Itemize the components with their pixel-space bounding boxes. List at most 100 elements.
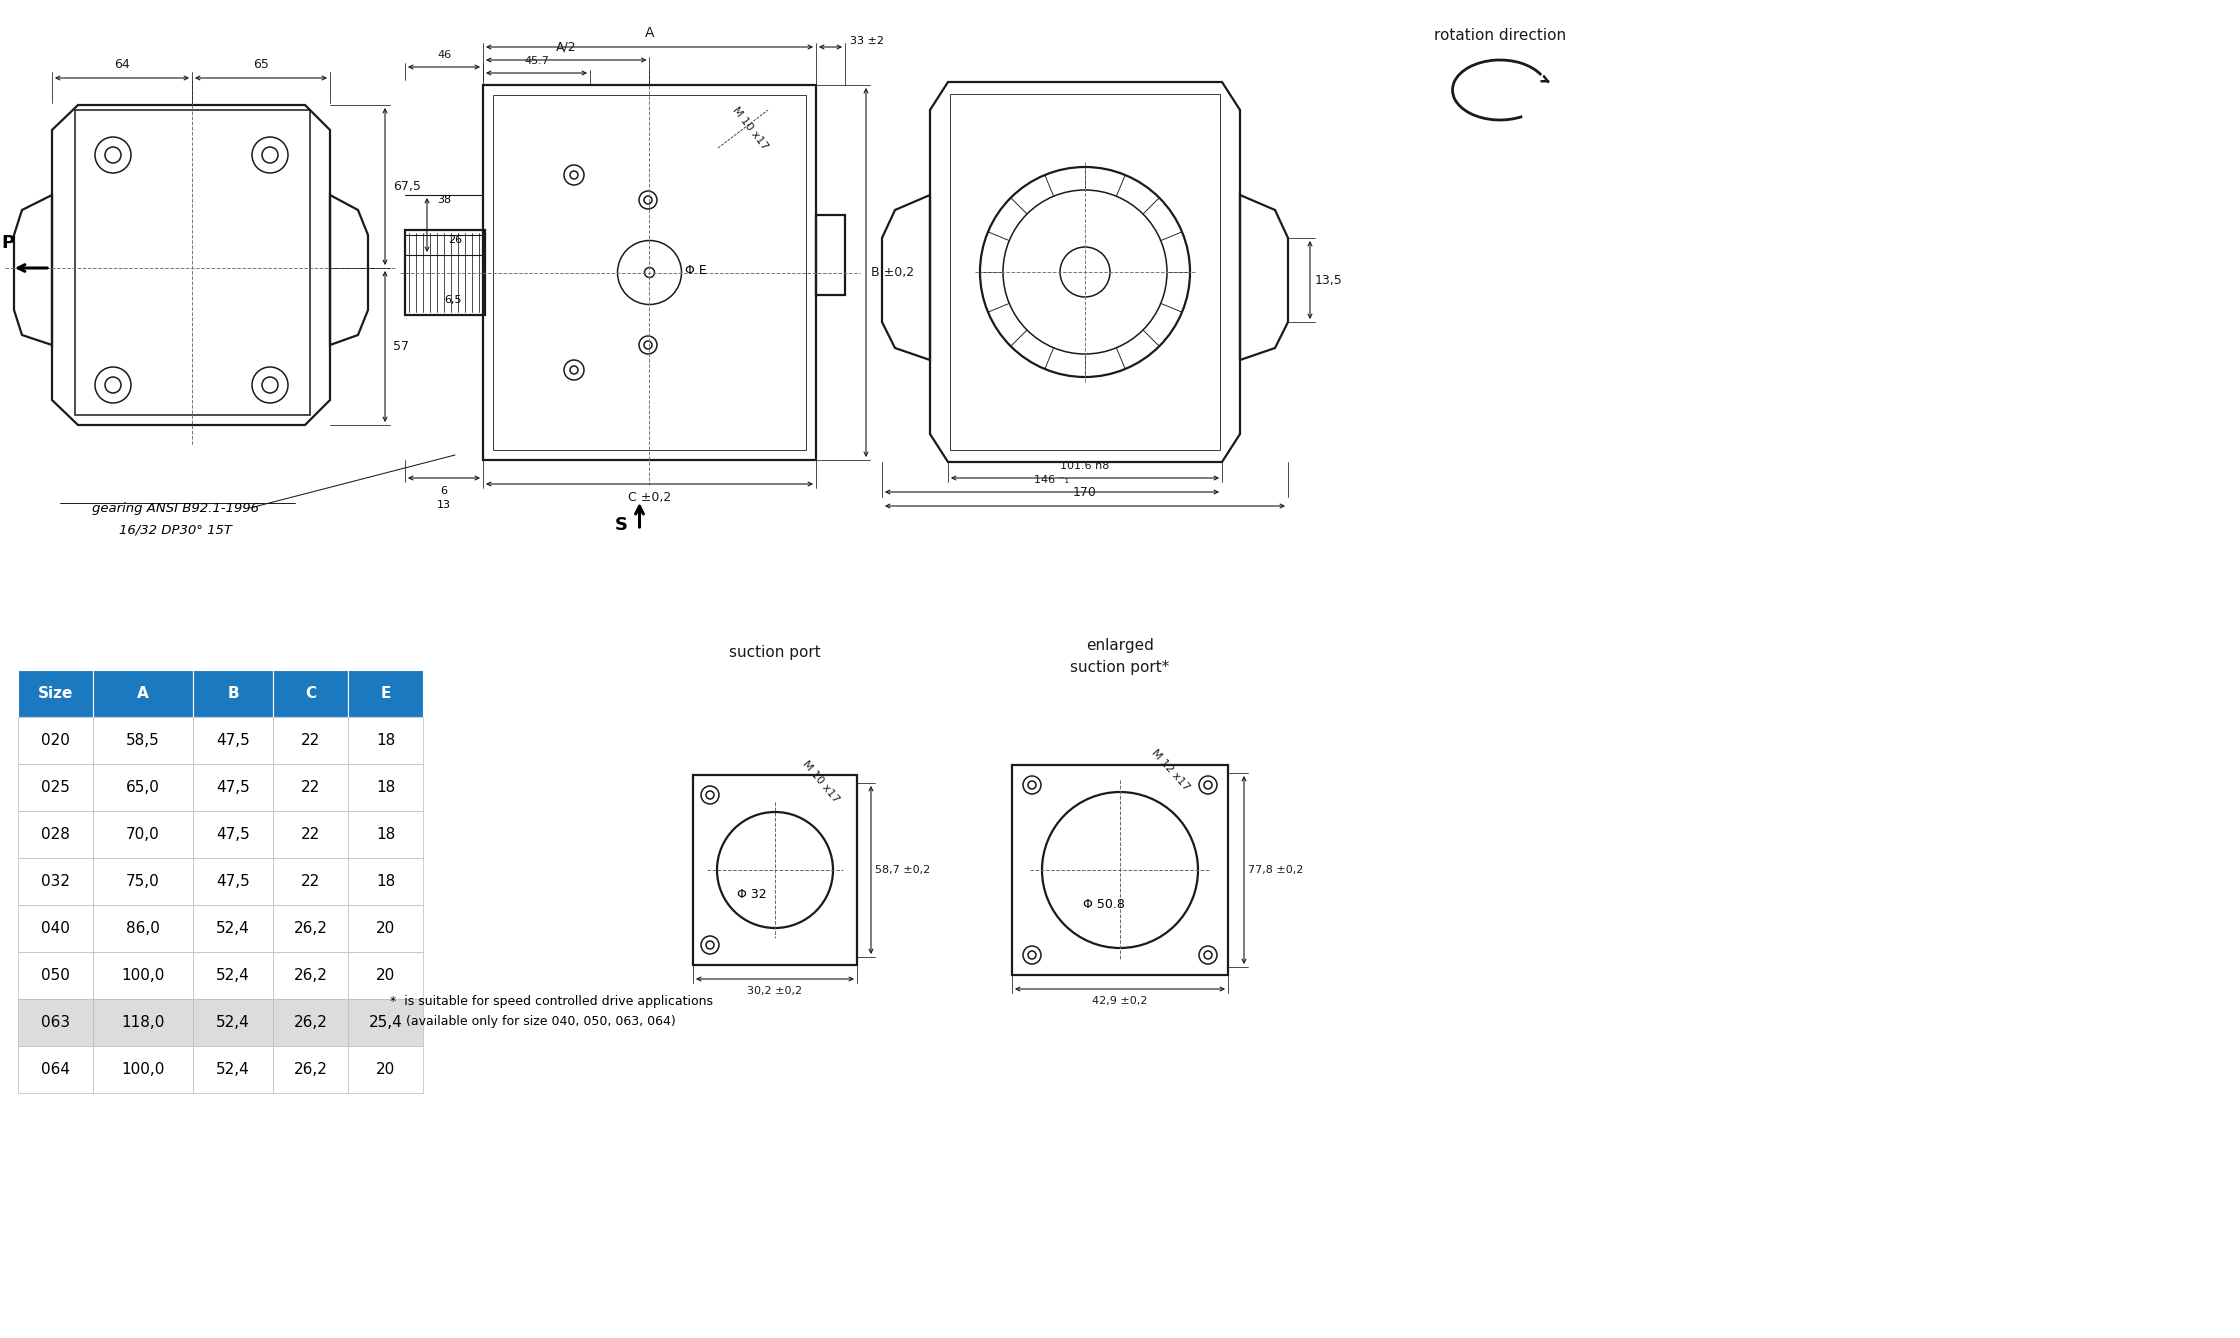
Bar bbox=[94, 1046, 193, 1093]
Text: enlarged: enlarged bbox=[1086, 638, 1154, 653]
Text: Φ 32: Φ 32 bbox=[737, 888, 766, 902]
Text: 020: 020 bbox=[40, 733, 69, 748]
Text: 65: 65 bbox=[253, 58, 269, 71]
Text: 30,2 ±0,2: 30,2 ±0,2 bbox=[748, 986, 802, 995]
Text: suction port: suction port bbox=[730, 645, 820, 660]
Text: 65,0: 65,0 bbox=[125, 780, 159, 795]
Text: rotation direction: rotation direction bbox=[1434, 28, 1566, 43]
Text: 47,5: 47,5 bbox=[215, 827, 251, 842]
Text: 47,5: 47,5 bbox=[215, 874, 251, 888]
Bar bbox=[273, 717, 347, 764]
Text: 25,4: 25,4 bbox=[370, 1016, 403, 1030]
Text: 146 ⁻₁: 146 ⁻₁ bbox=[1035, 475, 1068, 484]
Bar bbox=[273, 1046, 347, 1093]
Text: 86,0: 86,0 bbox=[125, 921, 159, 937]
Text: 118,0: 118,0 bbox=[121, 1016, 166, 1030]
Bar bbox=[18, 999, 94, 1046]
Bar bbox=[347, 953, 423, 999]
Text: 040: 040 bbox=[40, 921, 69, 937]
Bar bbox=[273, 999, 347, 1046]
Text: gearing ANSI B92.1-1996: gearing ANSI B92.1-1996 bbox=[92, 502, 258, 515]
Bar bbox=[347, 999, 423, 1046]
Text: P: P bbox=[2, 234, 16, 252]
Text: 52,4: 52,4 bbox=[215, 1016, 251, 1030]
Text: 22: 22 bbox=[300, 827, 320, 842]
Bar bbox=[18, 904, 94, 953]
Text: 58,7 ±0,2: 58,7 ±0,2 bbox=[876, 864, 930, 875]
Text: 75,0: 75,0 bbox=[125, 874, 159, 888]
Text: 26,2: 26,2 bbox=[293, 967, 327, 983]
Bar bbox=[273, 764, 347, 811]
Text: 22: 22 bbox=[300, 733, 320, 748]
Bar bbox=[273, 953, 347, 999]
Text: 050: 050 bbox=[40, 967, 69, 983]
Bar bbox=[94, 953, 193, 999]
Text: 22: 22 bbox=[300, 780, 320, 795]
Text: 58,5: 58,5 bbox=[125, 733, 159, 748]
Text: 18: 18 bbox=[376, 733, 394, 748]
Bar bbox=[484, 86, 815, 460]
Bar bbox=[347, 811, 423, 858]
Bar bbox=[347, 1046, 423, 1093]
Text: M 10 x17: M 10 x17 bbox=[800, 759, 840, 805]
Text: 170: 170 bbox=[1073, 486, 1098, 499]
Text: 6,5: 6,5 bbox=[444, 294, 461, 305]
Bar bbox=[18, 670, 94, 717]
Bar bbox=[493, 95, 806, 450]
Bar bbox=[347, 904, 423, 953]
Bar bbox=[950, 94, 1221, 450]
Text: A: A bbox=[137, 686, 148, 701]
Text: S: S bbox=[614, 516, 627, 534]
Text: 20: 20 bbox=[376, 967, 394, 983]
Text: 26,2: 26,2 bbox=[293, 921, 327, 937]
Bar bbox=[193, 858, 273, 904]
Text: 64: 64 bbox=[114, 58, 130, 71]
Text: 33 ±2: 33 ±2 bbox=[849, 36, 885, 45]
Text: 45.7: 45.7 bbox=[524, 56, 549, 66]
Text: 57: 57 bbox=[392, 340, 410, 353]
Text: 6: 6 bbox=[441, 486, 448, 496]
Bar bbox=[193, 999, 273, 1046]
Text: Φ E: Φ E bbox=[685, 264, 708, 277]
Text: 26: 26 bbox=[448, 235, 461, 245]
Bar bbox=[94, 858, 193, 904]
Text: 46: 46 bbox=[437, 50, 450, 60]
Bar bbox=[273, 670, 347, 717]
Bar bbox=[193, 1046, 273, 1093]
Bar bbox=[193, 904, 273, 953]
Text: C ±0,2: C ±0,2 bbox=[627, 491, 672, 504]
Text: 26,2: 26,2 bbox=[293, 1016, 327, 1030]
Text: 101.6 h8: 101.6 h8 bbox=[1060, 462, 1109, 471]
Bar bbox=[273, 811, 347, 858]
Text: 20: 20 bbox=[376, 1062, 394, 1077]
Text: 70,0: 70,0 bbox=[125, 827, 159, 842]
Text: 42,9 ±0,2: 42,9 ±0,2 bbox=[1093, 995, 1147, 1006]
Bar bbox=[94, 717, 193, 764]
Bar bbox=[18, 717, 94, 764]
Bar bbox=[193, 953, 273, 999]
Text: A/2: A/2 bbox=[556, 40, 576, 54]
Bar bbox=[193, 670, 273, 717]
Bar bbox=[18, 811, 94, 858]
Text: B ±0,2: B ±0,2 bbox=[871, 266, 914, 280]
Text: 52,4: 52,4 bbox=[215, 967, 251, 983]
Bar bbox=[94, 811, 193, 858]
Bar bbox=[347, 717, 423, 764]
Text: 032: 032 bbox=[40, 874, 69, 888]
Text: 13,5: 13,5 bbox=[1315, 273, 1342, 286]
Text: 52,4: 52,4 bbox=[215, 921, 251, 937]
Bar bbox=[405, 230, 486, 314]
Bar bbox=[94, 670, 193, 717]
Bar bbox=[347, 764, 423, 811]
Bar bbox=[18, 858, 94, 904]
Text: 20: 20 bbox=[376, 921, 394, 937]
Text: 063: 063 bbox=[40, 1016, 69, 1030]
Text: suction port*: suction port* bbox=[1071, 660, 1169, 674]
Text: 52,4: 52,4 bbox=[215, 1062, 251, 1077]
Bar bbox=[692, 775, 858, 965]
Text: 47,5: 47,5 bbox=[215, 780, 251, 795]
Text: 77,8 ±0,2: 77,8 ±0,2 bbox=[1248, 864, 1304, 875]
Text: 025: 025 bbox=[40, 780, 69, 795]
Text: 18: 18 bbox=[376, 874, 394, 888]
Text: 47,5: 47,5 bbox=[215, 733, 251, 748]
